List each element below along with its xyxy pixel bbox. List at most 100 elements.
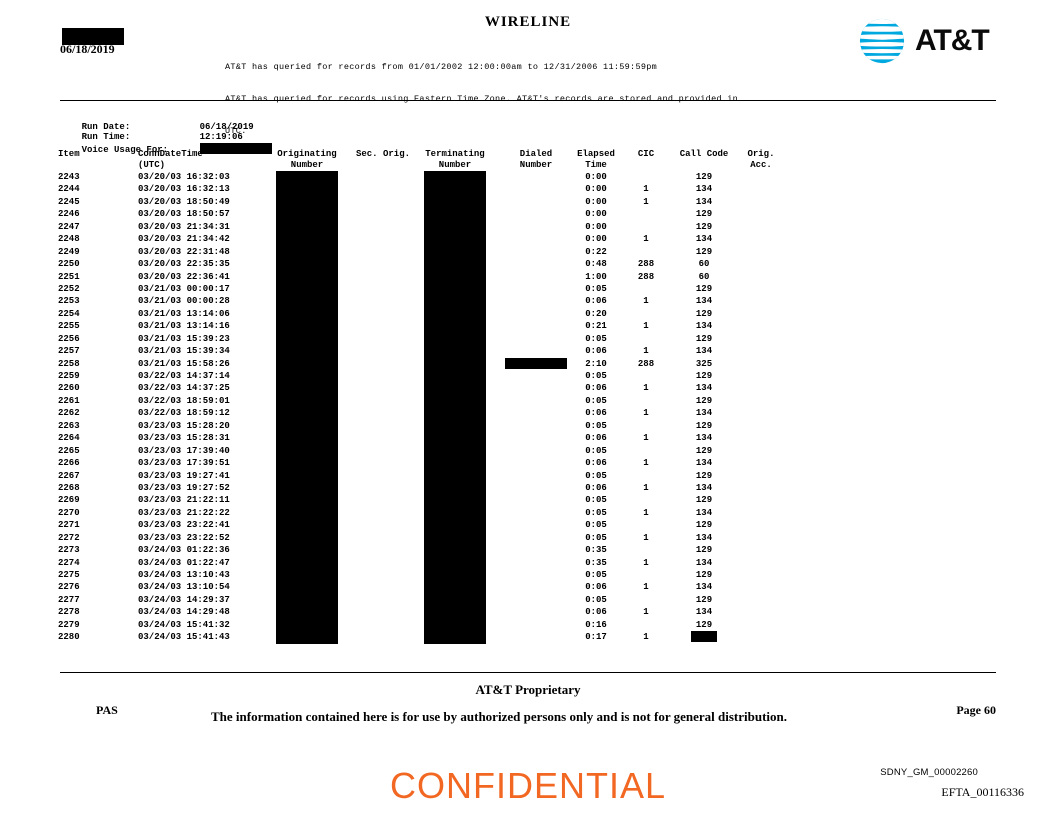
column-header-line-1: Originating (277, 149, 337, 159)
table-header-row: Item ConnDateTime (UTC) Originating Number Se… (0, 149, 1056, 171)
table-row: 2278 03/24/03 14:29:48 0:06 1 134 (0, 606, 1056, 619)
cell-item: 2271 (58, 520, 80, 531)
column-header-callcode: Call Code (677, 149, 731, 160)
cell-cic: 1 (643, 408, 649, 419)
cell-item: 2274 (58, 557, 80, 568)
cell-conn: 03/20/03 18:50:49 (138, 196, 230, 207)
table-row: 2249 03/20/03 22:31:48 0:22 129 (0, 245, 1056, 259)
redaction-bar-orig (276, 419, 338, 433)
cell-callcode: 129 (695, 520, 713, 531)
cell-item: 2248 (58, 234, 80, 245)
cell-item: 2263 (58, 420, 80, 431)
cell-conn: 03/24/03 14:29:48 (138, 607, 230, 618)
table-row: 2254 03/21/03 13:14:06 0:20 129 (0, 307, 1056, 321)
cell-term (424, 419, 486, 433)
cell-item: 2252 (58, 283, 80, 294)
cell-conn: 03/23/03 23:22:41 (138, 520, 230, 531)
header-redaction-bar (62, 28, 124, 45)
cell-callcode: 325 (695, 358, 713, 369)
redaction-bar-term (424, 531, 486, 545)
page-title: WIRELINE (484, 14, 572, 30)
redaction-bar-term (424, 606, 486, 619)
cell-callcode: 129 (695, 470, 713, 481)
cell-item: 2256 (58, 333, 80, 344)
redaction-bar-term (424, 457, 486, 470)
table-row: 2247 03/20/03 21:34:31 0:00 129 (0, 220, 1056, 234)
cell-orig (276, 183, 338, 196)
cell-orig (276, 332, 338, 346)
cell-orig (276, 494, 338, 507)
table-row: 2258 03/21/03 15:58:26 2:10 288 325 (0, 357, 1056, 370)
cell-callcode: 134 (695, 184, 713, 195)
cell-cic: 1 (643, 346, 649, 357)
cell-elapsed: 0:00 (585, 184, 607, 195)
redaction-bar-term (424, 171, 486, 184)
disclaimer-text: The information contained here is for us… (210, 709, 787, 724)
cell-cic: 1 (643, 321, 649, 332)
table-row: 2251 03/20/03 22:36:41 1:00 288 60 (0, 270, 1056, 283)
query-line-1: AT&T has queried for records from 01/01/… (225, 62, 658, 73)
redaction-bar-term (424, 320, 486, 333)
cell-orig (276, 258, 338, 271)
cell-callcode: 60 (698, 271, 710, 282)
cell-term (424, 457, 486, 470)
table-row: 2263 03/23/03 15:28:20 0:05 129 (0, 419, 1056, 433)
cell-cic: 1 (643, 507, 649, 518)
att-logo: AT&T (859, 18, 1024, 64)
cell-elapsed: 0:05 (585, 333, 607, 344)
cell-term (424, 506, 486, 520)
cell-term (424, 494, 486, 507)
redaction-bar-orig (276, 581, 338, 594)
cell-orig (276, 544, 338, 557)
query-description: AT&T has queried for records from 01/01/… (225, 41, 738, 158)
cell-orig (276, 506, 338, 520)
cell-conn: 03/24/03 13:10:54 (138, 582, 230, 593)
voice-usage-row: Voice Usage For: (60, 132, 272, 155)
cell-term (424, 519, 486, 532)
cell-orig (276, 307, 338, 321)
cell-callcode: 129 (695, 445, 713, 456)
att-wordmark: AT&T (915, 24, 990, 57)
table-row: 2276 03/24/03 13:10:54 0:06 1 134 (0, 581, 1056, 594)
cell-cic: 1 (643, 632, 649, 643)
redaction-bar-term (424, 519, 486, 532)
cell-orig (276, 432, 338, 445)
cell-callcode: 129 (695, 619, 713, 630)
column-header-line-1: Item (58, 149, 80, 159)
cell-elapsed: 0:06 (585, 458, 607, 469)
cell-callcode: 134 (695, 408, 713, 419)
column-header-line-1: Sec. Orig. (355, 149, 410, 159)
table-body: 2243 03/20/03 16:32:03 0:00 129 2244 03/20/03… (0, 171, 1056, 644)
cell-elapsed: 0:05 (585, 532, 607, 543)
column-header-origacc: Orig. Acc. (740, 149, 782, 170)
redaction-bar-term (424, 220, 486, 234)
cell-elapsed: 0:06 (585, 482, 607, 493)
cell-orig (276, 631, 338, 644)
redaction-bar-term (424, 469, 486, 482)
cell-orig (276, 407, 338, 420)
cell-orig (276, 444, 338, 458)
redaction-bar-term (424, 195, 486, 209)
table-row: 2271 03/23/03 23:22:41 0:05 129 (0, 519, 1056, 532)
cell-term (424, 245, 486, 259)
redaction-bar-term (424, 506, 486, 520)
cell-orig (276, 370, 338, 383)
cell-term (424, 631, 486, 644)
cell-elapsed: 0:06 (585, 346, 607, 357)
redaction-bar-orig (276, 519, 338, 532)
cell-conn: 03/23/03 21:22:11 (138, 495, 230, 506)
cell-orig (276, 233, 338, 246)
cell-callcode: 134 (695, 321, 713, 332)
cell-orig (276, 171, 338, 184)
column-header-term: Terminating Number (424, 149, 486, 170)
column-header-line-1: ConnDateTime (138, 149, 203, 159)
cell-conn: 03/23/03 19:27:41 (138, 470, 230, 481)
cell-elapsed: 0:05 (585, 495, 607, 506)
cell-item: 2280 (58, 632, 80, 643)
redaction-bar-orig (276, 544, 338, 557)
cell-cic: 1 (643, 296, 649, 307)
table-row: 2248 03/20/03 21:34:42 0:00 1 134 (0, 233, 1056, 246)
redaction-bar-term (424, 432, 486, 445)
cell-callcode: 129 (695, 308, 713, 319)
cell-orig (276, 245, 338, 259)
